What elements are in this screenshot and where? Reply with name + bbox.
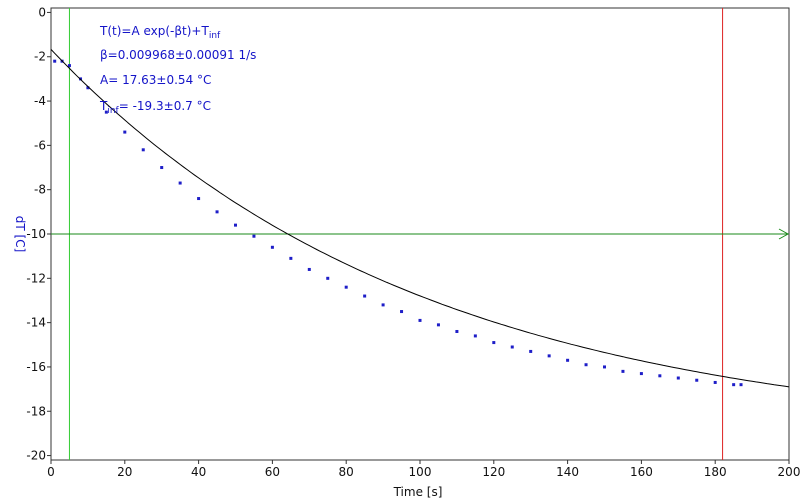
- y-tick-label: -2: [34, 50, 46, 64]
- data-point: [252, 234, 256, 238]
- y-tick-label: -8: [34, 183, 46, 197]
- data-point: [584, 363, 588, 367]
- data-point: [492, 341, 496, 345]
- y-tick-label: 0: [38, 5, 46, 19]
- x-tick-label: 180: [704, 465, 727, 479]
- data-point: [104, 110, 108, 114]
- x-axis-title: Time [s]: [393, 485, 443, 499]
- data-point: [123, 130, 127, 134]
- data-point: [639, 372, 643, 376]
- data-point: [67, 64, 71, 68]
- data-point: [695, 378, 699, 382]
- x-tick-label: 60: [265, 465, 280, 479]
- data-point: [658, 374, 662, 378]
- data-point: [400, 310, 404, 314]
- data-point: [197, 197, 201, 201]
- x-tick-label: 140: [556, 465, 579, 479]
- data-point: [270, 245, 274, 249]
- fit-formula-main: T(t)=A exp(-βt)+T: [99, 24, 209, 38]
- y-tick-label: -12: [26, 271, 46, 285]
- data-point: [363, 294, 367, 298]
- data-point: [529, 349, 533, 353]
- data-point: [234, 223, 237, 227]
- fit-curve: [50, 49, 790, 388]
- x-tick-label: 200: [778, 465, 800, 479]
- data-point: [621, 369, 625, 373]
- data-point: [603, 365, 606, 369]
- data-point: [141, 148, 145, 152]
- x-axis-ticks: 0 20 40 60 80 100 120 140 160 180 200: [47, 460, 800, 479]
- x-tick-label: 0: [47, 465, 55, 479]
- data-point: [739, 383, 743, 387]
- y-axis-title: dT [C]: [13, 216, 27, 253]
- fit-formula-sub: inf: [209, 31, 221, 41]
- data-point: [86, 86, 90, 90]
- fit-tinf: Tinf= -19.3±0.7 °C: [99, 99, 211, 116]
- data-point: [455, 329, 459, 333]
- y-tick-label: -20: [26, 449, 46, 463]
- data-point: [676, 376, 680, 380]
- y-tick-label: -6: [34, 138, 46, 152]
- data-point: [547, 354, 551, 358]
- data-point: [381, 303, 385, 307]
- y-tick-label: -14: [26, 316, 46, 330]
- y-tick-label: -18: [26, 404, 46, 418]
- fit-beta: β=0.009968±0.00091 1/s: [100, 48, 256, 62]
- y-tick-label: -16: [26, 360, 46, 374]
- y-tick-label: -10: [26, 227, 46, 241]
- data-point: [418, 318, 422, 322]
- data-point: [713, 380, 717, 384]
- data-point: [326, 276, 330, 280]
- data-point: [307, 267, 311, 271]
- x-tick-label: 20: [117, 465, 132, 479]
- x-tick-label: 100: [409, 465, 432, 479]
- x-tick-label: 160: [630, 465, 653, 479]
- data-point: [473, 334, 477, 338]
- data-point: [566, 358, 570, 362]
- data-point: [289, 256, 293, 260]
- arrow-right-icon: [778, 228, 790, 240]
- data-point: [215, 210, 219, 214]
- data-point: [510, 345, 514, 349]
- fit-tinf-sub: inf: [107, 106, 119, 116]
- fit-amplitude: A= 17.63±0.54 °C: [100, 73, 211, 87]
- fit-tinf-value: = -19.3±0.7 °C: [119, 99, 211, 113]
- x-tick-label: 40: [191, 465, 206, 479]
- y-tick-label: -4: [34, 94, 46, 108]
- data-point: [178, 181, 182, 185]
- data-point: [436, 323, 440, 327]
- data-point: [344, 285, 348, 289]
- data-point: [160, 166, 164, 170]
- y-axis-ticks: 0 -2 -4 -6 -8 -10 -12 -14 -16 -18 -20: [26, 5, 51, 463]
- x-tick-label: 80: [339, 465, 354, 479]
- x-tick-label: 120: [482, 465, 505, 479]
- fit-formula: T(t)=A exp(-βt)+Tinf: [99, 24, 221, 41]
- fit-tinf-main: T: [99, 99, 108, 113]
- data-point: [53, 59, 57, 63]
- data-series: [53, 59, 743, 387]
- data-point: [732, 383, 736, 387]
